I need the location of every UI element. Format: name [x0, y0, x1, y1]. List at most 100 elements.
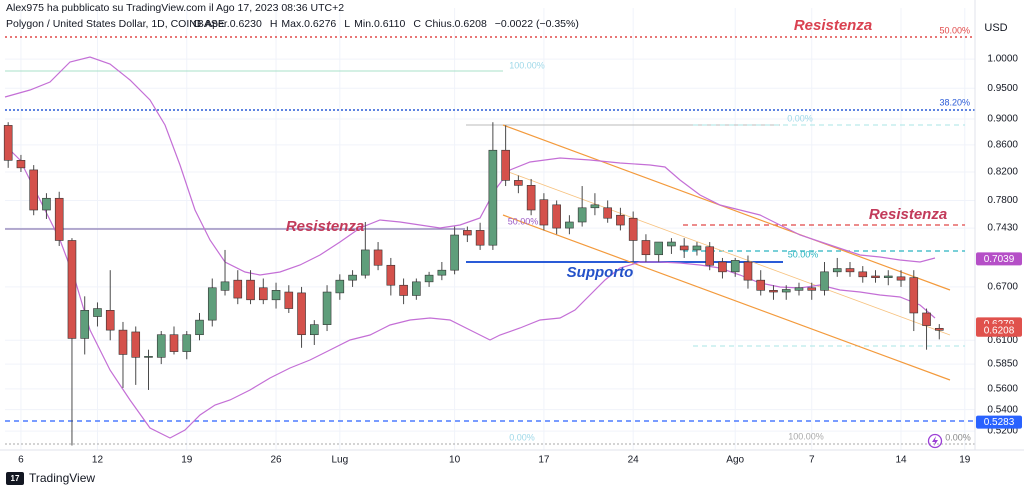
candle-body	[667, 241, 676, 247]
price-badge	[976, 415, 1022, 429]
x-tick-label: 19	[959, 455, 971, 466]
channel-line	[502, 169, 951, 336]
candle-body	[3, 125, 13, 161]
candle-body	[156, 334, 166, 358]
candle-body	[463, 230, 472, 236]
x-tick-label: 14	[895, 455, 907, 466]
legend-value: Aper.0.6230	[205, 18, 262, 30]
candle-body	[718, 261, 727, 273]
candle-body	[883, 275, 893, 278]
fib-label: 0.00%	[945, 432, 971, 442]
candle-body	[67, 240, 77, 339]
candle-body	[412, 281, 421, 296]
candle-body	[679, 245, 689, 251]
candle-body	[692, 245, 702, 251]
y-tick-label: 0.9000	[987, 114, 1018, 125]
candle-body	[909, 277, 919, 314]
fib-label: 100.00%	[509, 60, 545, 70]
annotation: Resistenza	[794, 17, 872, 34]
candle-body	[93, 308, 102, 317]
legend-value: Max.0.6276	[281, 18, 336, 30]
y-tick-label: 0.5200	[987, 426, 1018, 437]
price-badge-label: 0.5283	[984, 417, 1015, 428]
candle-body	[322, 291, 332, 325]
x-tick-label: 7	[809, 455, 815, 466]
candle-body	[820, 271, 829, 291]
candle-body	[182, 334, 192, 352]
candle-body	[514, 180, 523, 186]
x-tick-label: 24	[628, 455, 640, 466]
candle-body	[577, 207, 587, 223]
candle-body	[16, 160, 26, 169]
band-upper	[4, 56, 936, 276]
legend-key: L	[344, 18, 350, 30]
logo-mark: 17	[11, 474, 20, 483]
fib-label: 38.20%	[939, 97, 970, 107]
candle-body	[424, 274, 434, 283]
candle-body	[54, 197, 64, 241]
candle-body	[437, 269, 447, 276]
channel-line	[502, 214, 951, 381]
candle-body	[769, 290, 778, 293]
alert-icon	[932, 436, 938, 446]
candle-body	[284, 291, 294, 309]
footer-brand: TradingView	[29, 471, 95, 485]
candle-body	[730, 260, 740, 273]
candle-body	[743, 261, 753, 281]
price-badge	[976, 252, 1022, 266]
fib-label: 50.00%	[939, 25, 970, 35]
x-tick-label: Ago	[726, 455, 744, 466]
y-tick-label: 0.5850	[987, 359, 1018, 370]
legend-change: −0.0022 (−0.35%)	[495, 18, 579, 30]
candle-body	[603, 207, 612, 219]
candle-body	[207, 287, 217, 321]
alert-icon[interactable]	[927, 433, 943, 449]
candle-body	[922, 312, 931, 326]
candle-body	[80, 310, 90, 339]
fib-label: 0.00%	[787, 113, 813, 123]
annotation: Supporto	[567, 264, 634, 281]
candle-body	[195, 319, 204, 336]
candle-body	[348, 274, 357, 281]
y-tick-label: 0.9500	[987, 83, 1018, 94]
candle-body	[475, 230, 485, 246]
fib-label: 50.00%	[788, 249, 819, 259]
ohlc-legend: O Aper.0.6230 H Max.0.6276 L Min.0.6110 C Chius…	[193, 18, 579, 30]
y-tick-label: 0.5600	[987, 384, 1018, 395]
legend-key: C	[413, 18, 421, 30]
x-tick-label: 17	[538, 455, 550, 466]
candle-body	[845, 268, 855, 273]
candle-body	[590, 204, 600, 209]
candle-body	[450, 234, 459, 271]
candle-body	[934, 327, 944, 331]
x-tick-label: Lug	[331, 455, 348, 466]
candle-body	[756, 279, 766, 291]
candle-body	[858, 271, 868, 278]
author-line: Alex975 ha pubblicato su TradingView.com…	[6, 2, 344, 14]
candle-body	[271, 290, 281, 301]
candle-body	[526, 185, 536, 211]
candles	[3, 122, 944, 446]
candle-body	[794, 287, 804, 291]
y-tick-label: 0.7430	[987, 223, 1018, 234]
candle-body	[258, 287, 268, 301]
fib-label: 50.00%	[508, 216, 539, 226]
y-tick-label: 0.6700	[987, 282, 1018, 293]
candle-body	[552, 204, 561, 229]
x-tick-label: 19	[181, 455, 193, 466]
candle-body	[361, 249, 370, 276]
annotation: Resistenza	[869, 206, 947, 223]
y-tick-label: 0.8600	[987, 140, 1018, 151]
candle-body	[29, 169, 38, 211]
price-badge	[976, 323, 1022, 337]
candle-body	[144, 356, 153, 358]
candle-body	[42, 197, 51, 211]
candle-body	[616, 214, 625, 226]
candle-body	[501, 149, 510, 181]
symbol-title: Polygon / United States Dollar, 1D, COIN…	[6, 18, 225, 30]
candle-body	[246, 279, 255, 301]
candle-body	[335, 279, 345, 294]
candle-body	[233, 279, 243, 299]
candle-body	[386, 264, 396, 286]
candle-body	[118, 329, 128, 355]
